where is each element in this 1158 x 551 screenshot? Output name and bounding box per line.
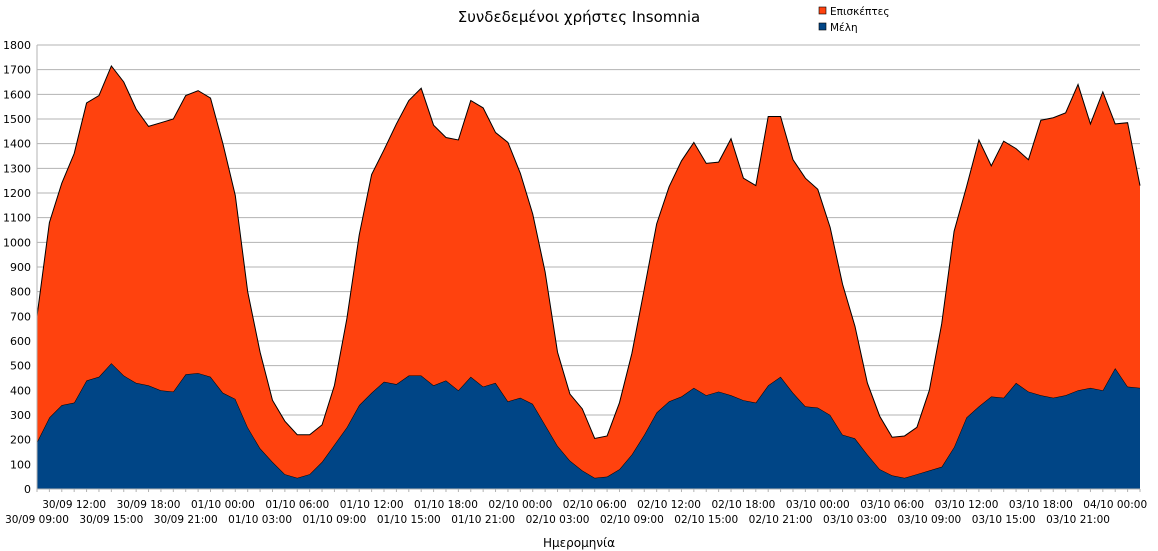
x-tick-label: 02/10 06:00 [563,499,627,511]
x-tick-label: 03/10 21:00 [1046,514,1110,526]
y-tick-label: 200 [10,434,31,447]
x-tick-label: 02/10 21:00 [749,514,813,526]
y-tick-label: 0 [24,483,31,496]
x-tick-label: 30/09 18:00 [117,499,181,511]
y-tick-label: 400 [10,384,31,397]
area-series-0 [37,363,1140,489]
x-tick-label: 02/10 15:00 [674,514,738,526]
x-tick-label: 03/10 12:00 [935,499,999,511]
y-tick-label: 1400 [3,138,31,151]
y-tick-label: 100 [10,458,31,471]
y-tick-label: 1600 [3,88,31,101]
x-tick-label: 01/10 06:00 [265,499,329,511]
legend-swatch-members [818,22,827,31]
y-tick-label: 300 [10,409,31,422]
y-tick-label: 600 [10,335,31,348]
x-tick-label: 02/10 00:00 [488,499,552,511]
x-tick-label: 02/10 03:00 [526,514,590,526]
legend-label-visitors: Επισκέπτες [830,6,890,18]
x-tick-label: 30/09 09:00 [5,514,69,526]
y-tick-label: 700 [10,310,31,323]
x-tick-labels: 30/09 09:00 30/09 12:00 30/09 15:00 30/09 1… [5,499,1147,526]
y-tick-label: 900 [10,261,31,274]
area-series-1 [37,65,1140,478]
y-tick-label: 1300 [3,162,31,175]
x-tick-label: 30/09 15:00 [79,514,143,526]
x-tick-label: 01/10 00:00 [191,499,255,511]
y-tick-label: 1700 [3,64,31,77]
axes [36,45,1141,492]
y-tick-label: 500 [10,360,31,373]
x-tick-label: 03/10 00:00 [786,499,850,511]
y-tick-labels: 0 100 200 300 400 500 600 700 800 900 1000 1100 1200… [3,39,31,496]
x-axis-title: Ημερομηνία [543,536,615,550]
x-tick-label: 03/10 15:00 [972,514,1036,526]
x-tick-label: 03/10 06:00 [860,499,924,511]
chart-title: Συνδεδεμένοι χρήστες Insomnia [458,8,700,26]
x-tick-label: 30/09 12:00 [42,499,106,511]
y-tick-label: 1100 [3,212,31,225]
x-tick-label: 02/10 18:00 [711,499,775,511]
series-line-1 [36,64,1141,439]
x-tick-label: 01/10 21:00 [451,514,515,526]
y-tick-label: 1800 [3,39,31,52]
y-tick-label: 1500 [3,113,31,126]
legend-label-members: Μέλη [830,22,858,34]
x-tick-label: 03/10 03:00 [823,514,887,526]
x-tick-label: 02/10 12:00 [637,499,701,511]
legend-swatch-visitors [818,6,827,15]
y-tick-label: 1000 [3,236,31,249]
x-tick-label: 01/10 09:00 [303,514,367,526]
y-tick-label: 1200 [3,187,31,200]
x-tick-label: 02/10 09:00 [600,514,664,526]
x-tick-label: 01/10 12:00 [340,499,404,511]
x-tick-label: 01/10 15:00 [377,514,441,526]
x-tick-label: 04/10 00:00 [1083,499,1147,511]
stacked-areas [36,64,1141,489]
y-tick-label: 800 [10,286,31,299]
x-tick-label: 30/09 21:00 [154,514,218,526]
x-tick-label: 03/10 18:00 [1009,499,1073,511]
x-tick-label: 01/10 18:00 [414,499,478,511]
legend: Επισκέπτες Μέλη [818,6,890,34]
x-tick-label: 03/10 09:00 [897,514,961,526]
x-tick-label: 01/10 03:00 [228,514,292,526]
